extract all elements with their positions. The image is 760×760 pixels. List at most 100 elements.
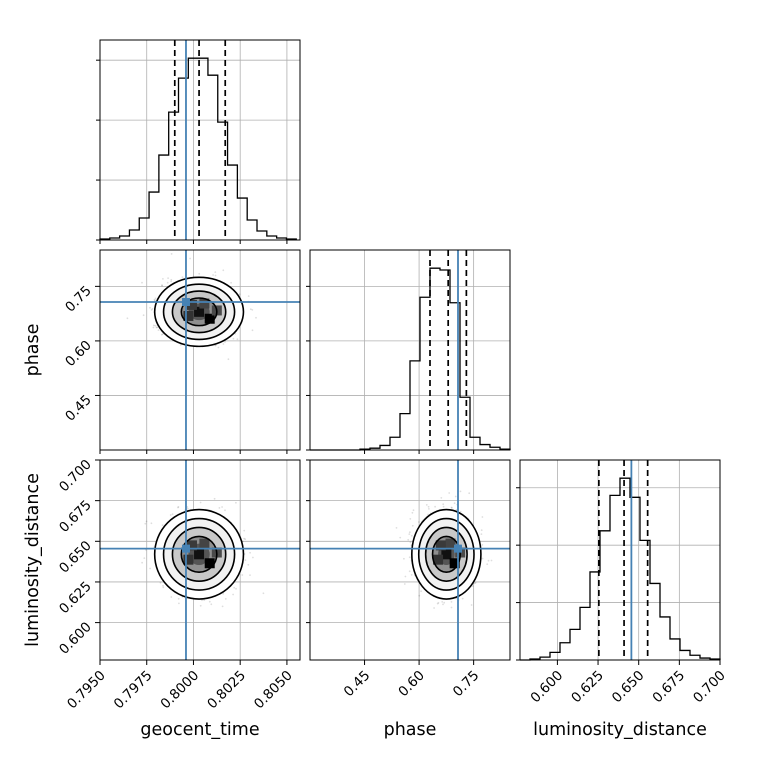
sample-point (411, 524, 414, 527)
sample-point (230, 281, 233, 284)
density-cell (183, 310, 194, 321)
sample-point (459, 510, 462, 513)
sample-point (222, 592, 225, 595)
sample-point (490, 559, 493, 562)
density-cell (433, 554, 444, 565)
sample-point (177, 506, 179, 509)
joint-panel-phase-luminosity_distance (309, 459, 511, 661)
sample-point (155, 326, 158, 329)
density-cell (441, 549, 452, 560)
sample-point (150, 522, 153, 525)
sample-point (179, 344, 182, 346)
y-tick-label: 0.60 (62, 337, 95, 370)
sample-point (480, 533, 483, 535)
sample-point (408, 533, 411, 535)
density-cell (449, 558, 460, 569)
sample-point (454, 495, 457, 498)
sample-point (189, 257, 192, 260)
sample-point (214, 271, 217, 273)
sample-point (167, 277, 170, 279)
joint-panel-geocent_time-luminosity_distance (99, 459, 301, 661)
sample-point (213, 497, 216, 500)
sample-point (208, 600, 211, 603)
sample-point (199, 501, 202, 504)
x-tick-label: 0.8000 (158, 668, 203, 713)
x-tick-label: 0.60 (395, 668, 428, 701)
x-axis-label: geocent_time (140, 720, 259, 740)
sample-point (224, 598, 227, 600)
sample-point (142, 314, 145, 317)
sample-point (186, 506, 189, 508)
sample-point (486, 563, 489, 566)
sample-point (177, 597, 180, 600)
x-axis-label: luminosity_distance (533, 720, 707, 740)
sample-point (235, 587, 237, 590)
sample-point (162, 586, 165, 589)
contour-line (180, 297, 218, 327)
sample-point (410, 574, 413, 576)
contour-line (171, 290, 227, 334)
sample-point (249, 308, 252, 311)
sample-point (410, 534, 413, 537)
sample-point (161, 284, 163, 286)
sample-point (251, 329, 254, 332)
x-axis-geocent_time: 0.7950 0.7975 0.8000 0.8025 0.8050 geocent_ti… (64, 660, 296, 740)
sample-point (162, 584, 164, 587)
sample-point (473, 582, 476, 585)
sample-point (468, 492, 471, 495)
truth-marker (181, 298, 190, 306)
histogram-panel-phase (306, 249, 511, 451)
sample-point (222, 269, 225, 272)
sample-point (487, 559, 490, 562)
sample-point (232, 593, 235, 596)
sample-point (221, 506, 224, 508)
sample-point (461, 597, 464, 600)
sample-point (154, 297, 157, 300)
sample-point (224, 509, 226, 512)
sample-point (232, 337, 235, 340)
sample-point (170, 278, 173, 281)
density-cell (183, 554, 194, 565)
sample-point (149, 567, 152, 570)
sample-point (233, 586, 236, 589)
sample-point (408, 531, 411, 534)
sample-point (161, 284, 164, 287)
sample-point (255, 316, 257, 319)
contour-line (171, 526, 227, 582)
x-tick-label: 0.600 (528, 668, 567, 707)
y-axis-label: luminosity_distance (23, 473, 43, 647)
contour-line (411, 508, 482, 600)
sample-point (247, 295, 250, 297)
sample-point (171, 513, 174, 515)
sample-point (177, 506, 180, 508)
sample-point (154, 324, 157, 327)
sample-point (417, 521, 420, 523)
x-tick-label: 0.75 (450, 668, 483, 701)
sample-point (442, 503, 445, 506)
sample-point (481, 557, 484, 560)
sample-point (403, 583, 406, 585)
density-cell (204, 558, 215, 569)
sample-point (251, 309, 254, 311)
sample-point (241, 574, 244, 576)
density-cell (435, 540, 446, 551)
panel-frame (99, 459, 301, 661)
sample-point (247, 563, 250, 566)
sample-point (244, 538, 247, 541)
x-tick-label: 0.700 (690, 668, 729, 707)
y-tick-label: 0.675 (56, 497, 95, 536)
sample-point (450, 506, 453, 509)
truth-marker (454, 544, 462, 553)
sample-point (243, 529, 246, 532)
contour-line (424, 526, 468, 582)
panel-frame (309, 249, 511, 451)
contour-line (153, 508, 245, 600)
contour-line (180, 535, 218, 573)
sample-point (181, 276, 184, 278)
sample-point (408, 570, 411, 573)
sample-point (222, 343, 225, 345)
sample-point (221, 605, 224, 608)
sample-point (156, 326, 159, 329)
